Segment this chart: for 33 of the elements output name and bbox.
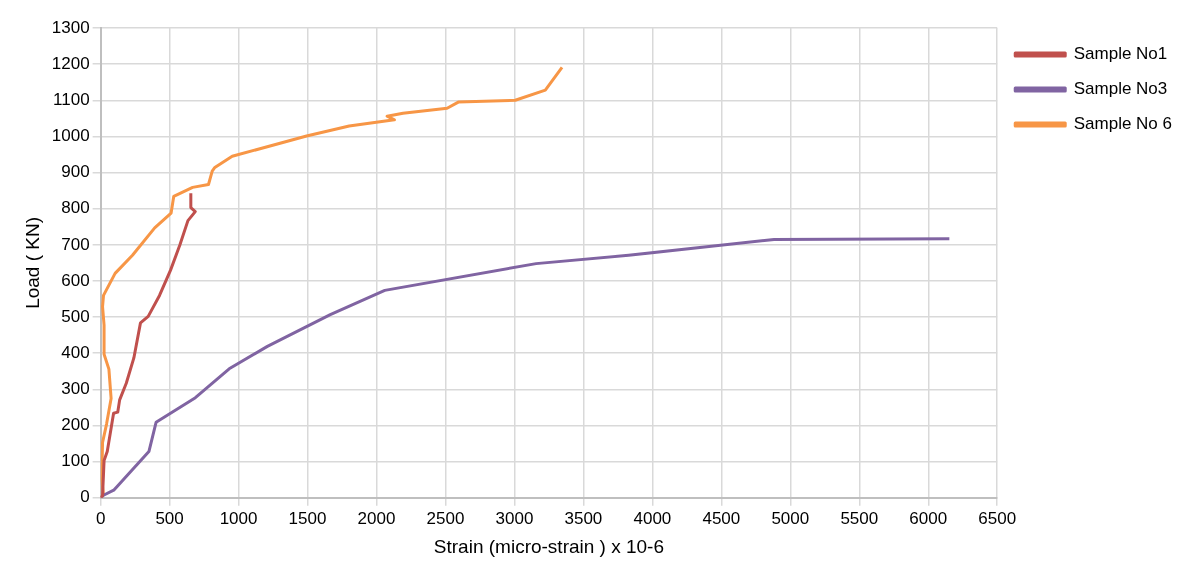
y-tick-label: 1100 — [53, 89, 90, 109]
x-tick-label: 4500 — [702, 508, 741, 528]
x-tick-label: 500 — [155, 508, 184, 528]
y-tick-label: 200 — [61, 415, 90, 435]
x-tick-label: 5500 — [840, 508, 879, 528]
x-tick-label: 0 — [95, 508, 106, 528]
y-tick-label: 800 — [61, 198, 90, 218]
x-tick-label: 1500 — [288, 508, 327, 528]
y-tick-label: 500 — [61, 306, 90, 326]
legend-label: Sample No1 — [1073, 44, 1168, 64]
x-tick-label: 5000 — [771, 508, 810, 528]
x-tick-label: 6000 — [909, 508, 948, 528]
y-tick-label: 700 — [61, 234, 90, 254]
y-tick-label: 400 — [61, 342, 90, 362]
y-tick-label: 100 — [61, 451, 90, 471]
x-tick-label: 1000 — [219, 508, 258, 528]
legend-label: Sample No3 — [1073, 79, 1168, 99]
y-tick-label: 1000 — [51, 126, 90, 146]
y-tick-label: 1200 — [51, 53, 90, 73]
x-tick-label: 3000 — [495, 508, 534, 528]
legend-label: Sample No 6 — [1073, 114, 1173, 134]
x-tick-label: 2000 — [357, 508, 396, 528]
y-tick-label: 300 — [61, 379, 90, 399]
y-axis-title: Load ( KN) — [21, 216, 43, 309]
y-tick-label: 900 — [61, 162, 90, 182]
y-tick-label: 0 — [80, 487, 90, 507]
y-tick-label: 600 — [61, 270, 90, 290]
x-tick-label: 2500 — [426, 508, 465, 528]
x-tick-label: 3500 — [564, 508, 603, 528]
x-tick-label: 4000 — [633, 508, 672, 528]
x-axis-title: Strain (micro-strain ) x 10-6 — [433, 535, 665, 557]
y-tick-label: 1300 — [51, 17, 90, 37]
x-tick-label: 6500 — [978, 508, 1017, 528]
